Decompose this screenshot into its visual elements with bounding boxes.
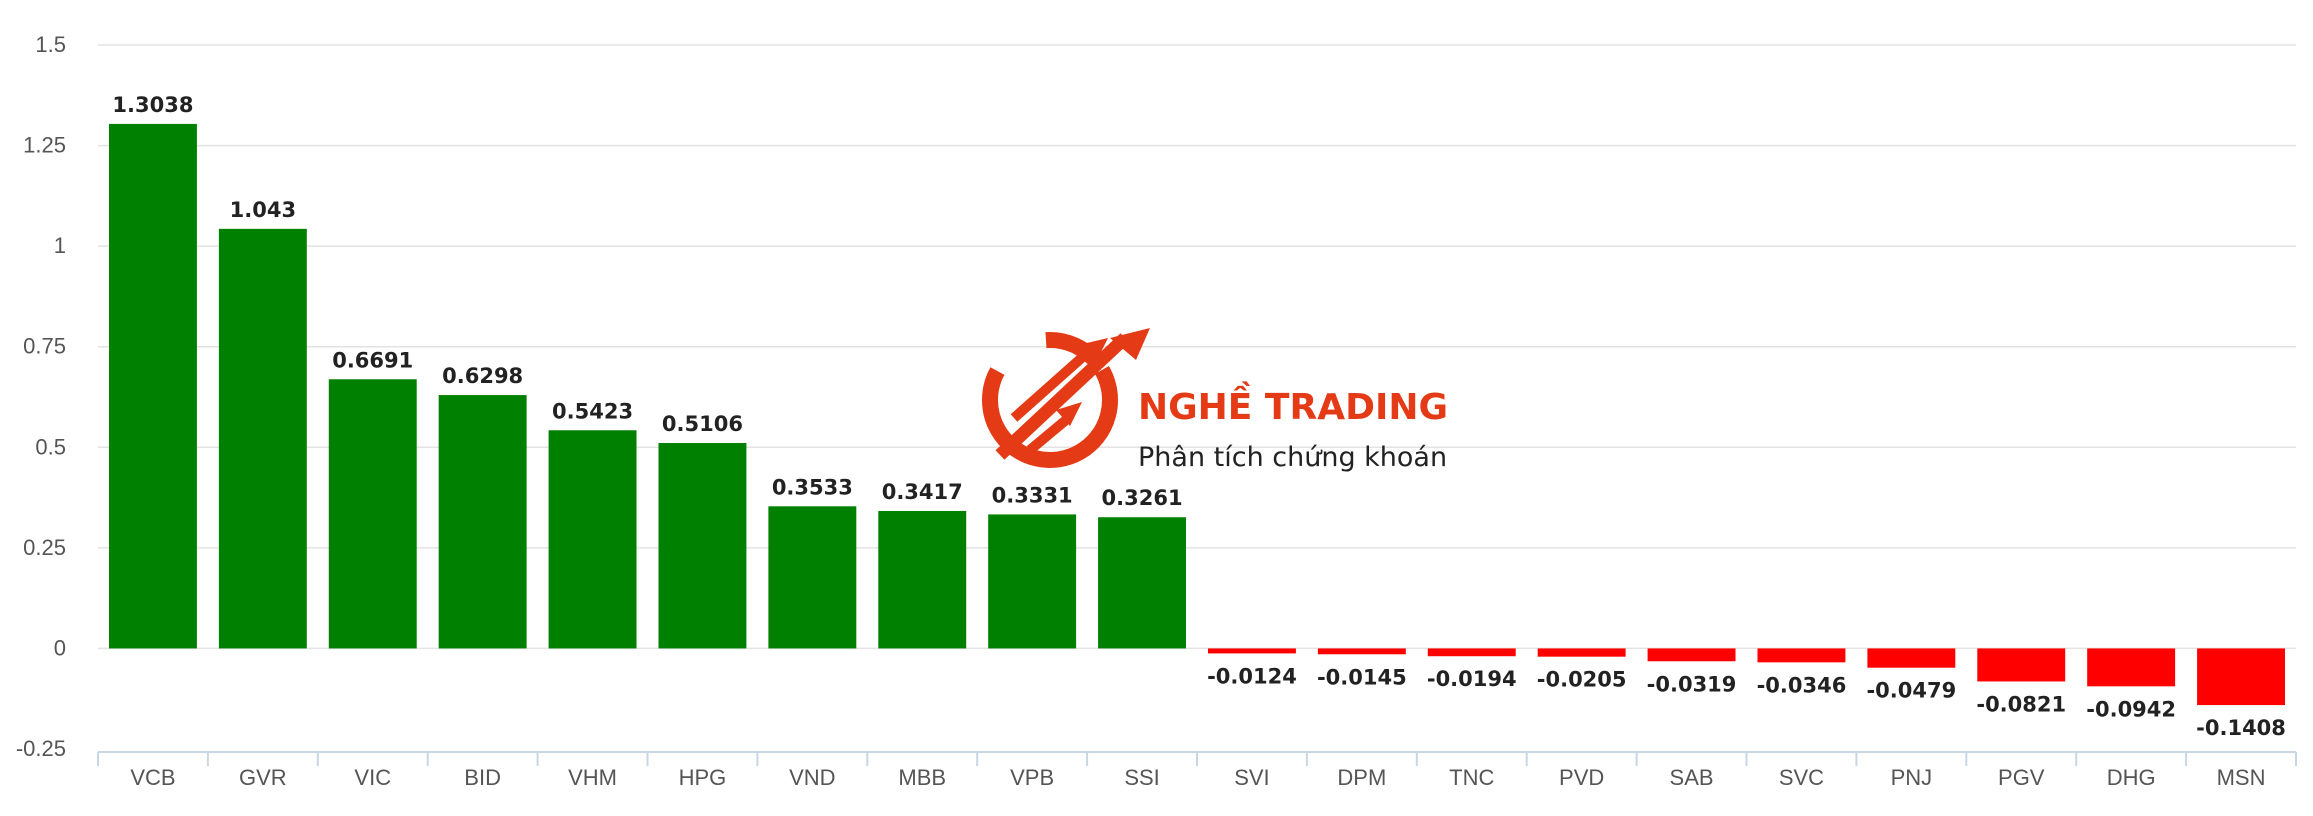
data-label: 0.3331 [992,483,1073,507]
x-tick-label: VPB [1010,765,1054,790]
bar [1647,648,1736,662]
bar [658,443,747,649]
x-tick-label: PNJ [1891,765,1933,790]
data-label: -0.0205 [1537,668,1627,692]
bar [548,430,637,649]
x-tick-label: DPM [1337,765,1386,790]
data-label: 0.5106 [662,412,743,436]
x-tick-label: VIC [354,765,391,790]
data-label: 1.3038 [112,93,193,117]
bar [768,506,857,649]
data-label: -0.0479 [1866,679,1956,703]
bar [1867,648,1956,668]
x-tick-label: MBB [898,765,946,790]
bar [2197,648,2286,706]
data-label: 0.6298 [442,364,523,388]
bar [218,228,307,649]
bar [1098,517,1187,649]
y-tick-label: 0.5 [35,434,66,459]
data-label: 0.5423 [552,399,633,423]
bar [1427,648,1516,657]
x-tick-label: VND [789,765,835,790]
y-axis-ticks: -0.25 0 0.25 0.5 0.75 1 1.25 1.5 [16,32,66,761]
x-tick-label: SAB [1670,765,1714,790]
y-tick-label: 0.75 [23,334,66,359]
bar [328,379,417,649]
bar [1977,648,2066,682]
data-label: -0.0942 [2086,697,2176,721]
x-tick-label: PVD [1559,765,1604,790]
brand-tagline: Phân tích chứng khoán [1138,442,1447,473]
gridlines [98,44,2296,650]
data-label: -0.0124 [1207,664,1297,688]
bars [108,123,2286,706]
trading-arrows-logo-icon [982,328,1150,468]
x-tick-label: SVC [1779,765,1824,790]
data-label: -0.0194 [1427,667,1517,691]
data-label: -0.0319 [1647,672,1737,696]
x-tick-label: BID [464,765,501,790]
x-tick-label: TNC [1449,765,1494,790]
bar [1317,648,1406,655]
bar [2087,648,2176,687]
x-axis: VCB GVR VIC BID VHM HPG VND MBB VPB SSI SVI DPM TNC P… [97,751,2297,790]
y-tick-label: 1.5 [35,32,66,57]
brand-name: NGHỀ TRADING [1138,381,1448,428]
data-label: 0.6691 [332,348,413,372]
x-tick-label: SVI [1234,765,1269,790]
bar [878,510,967,649]
bar [1537,648,1626,657]
data-labels: 1.3038 1.043 0.6691 0.6298 0.5423 0.5106 0.353… [112,93,2286,740]
x-tick-label: VHM [568,765,617,790]
data-label: -0.1408 [2196,716,2286,740]
watermark: NGHỀ TRADING Phân tích chứng khoán [982,328,1448,473]
bar [1207,648,1296,654]
x-tick-label: PGV [1998,765,2045,790]
x-tick-label: HPG [679,765,727,790]
y-tick-label: 1 [54,233,66,258]
bar [1757,648,1846,663]
data-label: 0.3261 [1102,486,1183,510]
data-label: 0.3417 [882,480,963,504]
y-tick-label: 0.25 [23,535,66,560]
data-label: 0.3533 [772,475,853,499]
bar [988,514,1077,649]
data-label: -0.0346 [1757,673,1847,697]
y-tick-label: -0.25 [16,736,66,761]
x-tick-label: GVR [239,765,287,790]
bar [108,123,197,649]
x-tick-label: SSI [1124,765,1159,790]
data-label: -0.0145 [1317,665,1407,689]
bar [438,395,527,649]
data-label: -0.0821 [1976,692,2066,716]
y-tick-label: 1.25 [23,133,66,158]
x-tick-label: VCB [130,765,175,790]
x-tick-label: DHG [2107,765,2156,790]
y-tick-label: 0 [54,635,66,660]
x-tick-label: MSN [2217,765,2266,790]
data-label: 1.043 [230,198,296,222]
